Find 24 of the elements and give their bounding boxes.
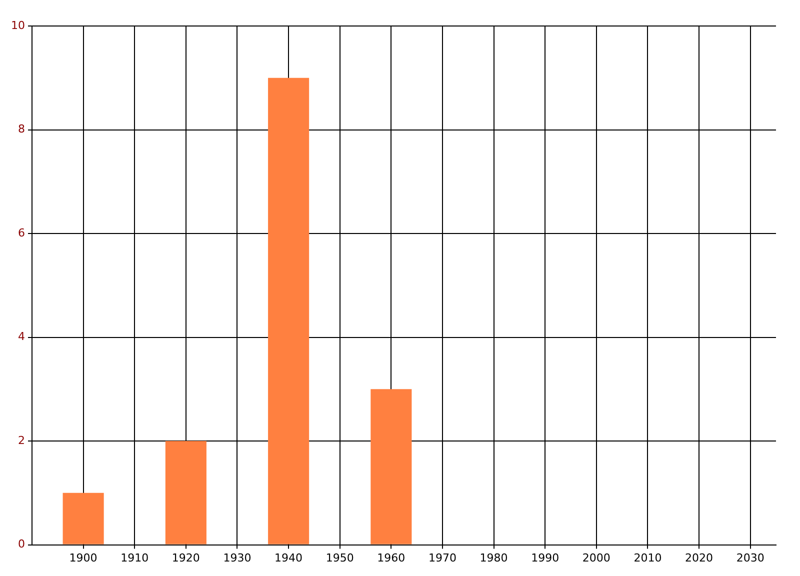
x-tick-label: 1970 bbox=[428, 551, 456, 564]
y-tick-label: 2 bbox=[18, 434, 25, 447]
y-tick-label: 6 bbox=[18, 226, 25, 240]
x-tick-label: 1990 bbox=[531, 551, 560, 564]
x-tick-label: 1920 bbox=[172, 551, 200, 564]
bar bbox=[370, 389, 412, 544]
x-tick-label: 1940 bbox=[274, 551, 303, 564]
x-tick-label: 1930 bbox=[223, 551, 252, 564]
x-tick-label: 2020 bbox=[685, 551, 714, 564]
x-tick-label: 1910 bbox=[120, 551, 149, 564]
x-tick-label: 2010 bbox=[634, 551, 662, 564]
y-tick-label: 8 bbox=[18, 122, 25, 136]
x-tick-label: 1980 bbox=[480, 551, 508, 564]
x-tick-label: 2000 bbox=[582, 551, 610, 564]
x-tick-label: 2030 bbox=[736, 551, 764, 564]
bar bbox=[62, 492, 104, 544]
y-tick-label: 4 bbox=[18, 330, 25, 344]
x-tick-label: 1900 bbox=[69, 551, 98, 564]
y-tick-label: 0 bbox=[18, 538, 25, 551]
y-tick-label: 10 bbox=[10, 18, 25, 32]
bar bbox=[165, 441, 206, 544]
bar bbox=[268, 78, 310, 544]
x-tick-label: 1950 bbox=[326, 551, 354, 564]
x-tick-label: 1960 bbox=[377, 551, 406, 564]
